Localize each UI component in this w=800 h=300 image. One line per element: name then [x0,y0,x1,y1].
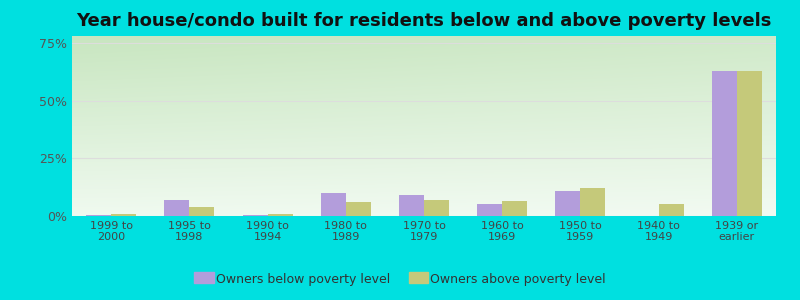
Bar [164,200,190,216]
Bar [86,215,111,216]
Title: Year house/condo built for residents below and above poverty levels: Year house/condo built for residents bel… [76,12,772,30]
Bar [399,195,424,216]
Bar [555,190,581,216]
Bar [712,70,737,216]
Bar [658,205,684,216]
Bar [502,201,527,216]
Bar [477,205,502,216]
Bar [424,200,449,216]
Bar [581,188,606,216]
Bar [242,215,267,216]
Bar [190,207,214,216]
Legend: Owners below poverty level, Owners above poverty level: Owners below poverty level, Owners above… [190,268,610,291]
Bar [111,214,136,216]
Bar [346,202,371,216]
Bar [267,214,293,216]
Bar [737,70,762,216]
Bar [321,193,346,216]
